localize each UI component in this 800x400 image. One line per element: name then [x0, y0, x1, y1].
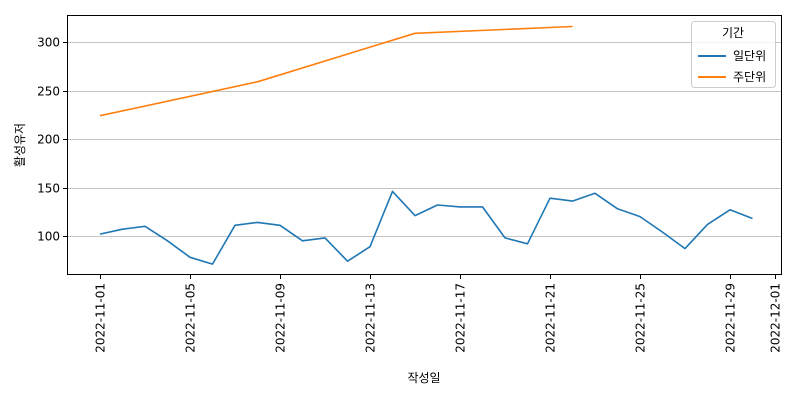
y-tick-label: 300 — [37, 36, 60, 50]
x-tick-label: 2022-11-05 — [184, 283, 198, 353]
x-axis-label: 작성일 — [407, 371, 440, 385]
y-tick-label: 200 — [37, 133, 60, 147]
y-tick-label: 100 — [37, 230, 60, 244]
y-tick-label: 250 — [37, 85, 60, 99]
daily-series-line — [99, 190, 753, 265]
x-tick-label: 2022-12-01 — [769, 283, 783, 353]
y-axis-ticks: 100 150 200 250 300 — [37, 36, 68, 244]
series-lines — [99, 25, 753, 265]
x-tick-label: 2022-11-29 — [724, 283, 738, 353]
legend-box — [691, 21, 776, 88]
x-tick-label: 2022-11-25 — [634, 283, 648, 353]
weekly-series-line — [99, 25, 573, 117]
legend-title: 기간 — [722, 26, 744, 40]
legend-label-daily: 일단위 — [733, 49, 766, 63]
y-gridlines — [68, 42, 781, 237]
x-tick-label: 2022-11-09 — [274, 283, 288, 353]
legend: 기간 일단위 주단위 — [691, 21, 776, 88]
x-tick-label: 2022-11-21 — [544, 283, 558, 353]
plot-frame — [67, 15, 782, 275]
legend-label-weekly: 주단위 — [733, 70, 766, 84]
x-tick-label: 2022-11-13 — [364, 283, 378, 353]
x-tick-label: 2022-11-17 — [454, 283, 468, 353]
y-axis-label: 활성유저 — [13, 123, 27, 167]
x-axis-ticks: 2022-11-01 2022-11-05 2022-11-09 2022-11-13… — [94, 274, 783, 353]
y-tick-label: 150 — [37, 182, 60, 196]
x-tick-label: 2022-11-01 — [94, 283, 108, 353]
